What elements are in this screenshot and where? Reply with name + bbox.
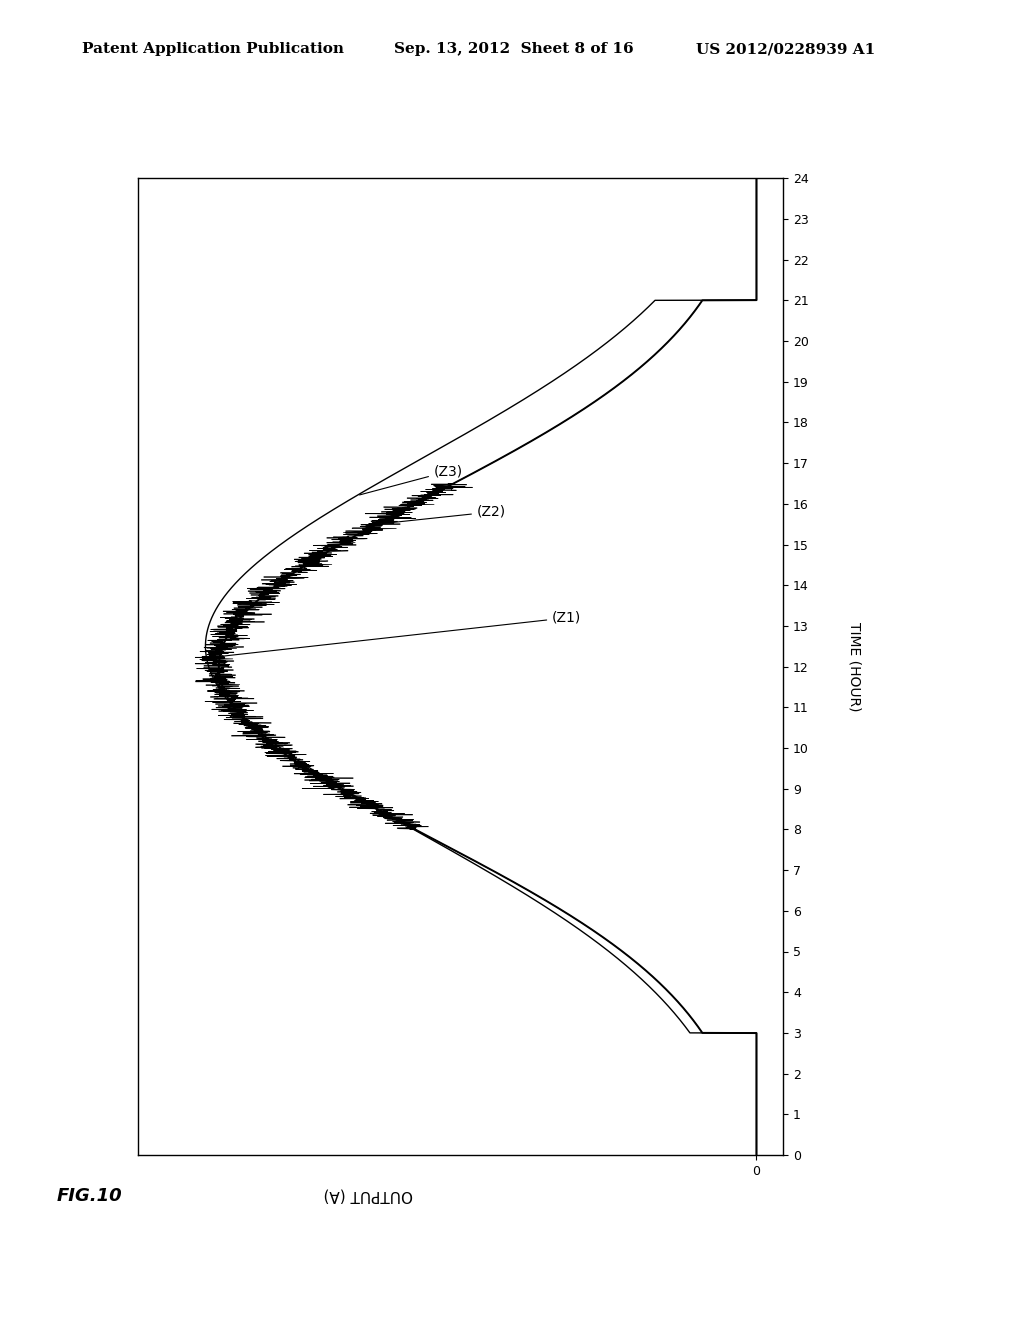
Text: (Z2): (Z2) [380, 506, 506, 524]
Text: FIG.10: FIG.10 [56, 1187, 122, 1205]
Text: (Z1): (Z1) [205, 611, 582, 659]
Text: Patent Application Publication: Patent Application Publication [82, 42, 344, 57]
Text: (Z3): (Z3) [359, 465, 463, 495]
Text: US 2012/0228939 A1: US 2012/0228939 A1 [696, 42, 876, 57]
Text: Sep. 13, 2012  Sheet 8 of 16: Sep. 13, 2012 Sheet 8 of 16 [394, 42, 634, 57]
Y-axis label: TIME (HOUR): TIME (HOUR) [848, 622, 862, 711]
Text: OUTPUT (A): OUTPUT (A) [324, 1187, 414, 1203]
